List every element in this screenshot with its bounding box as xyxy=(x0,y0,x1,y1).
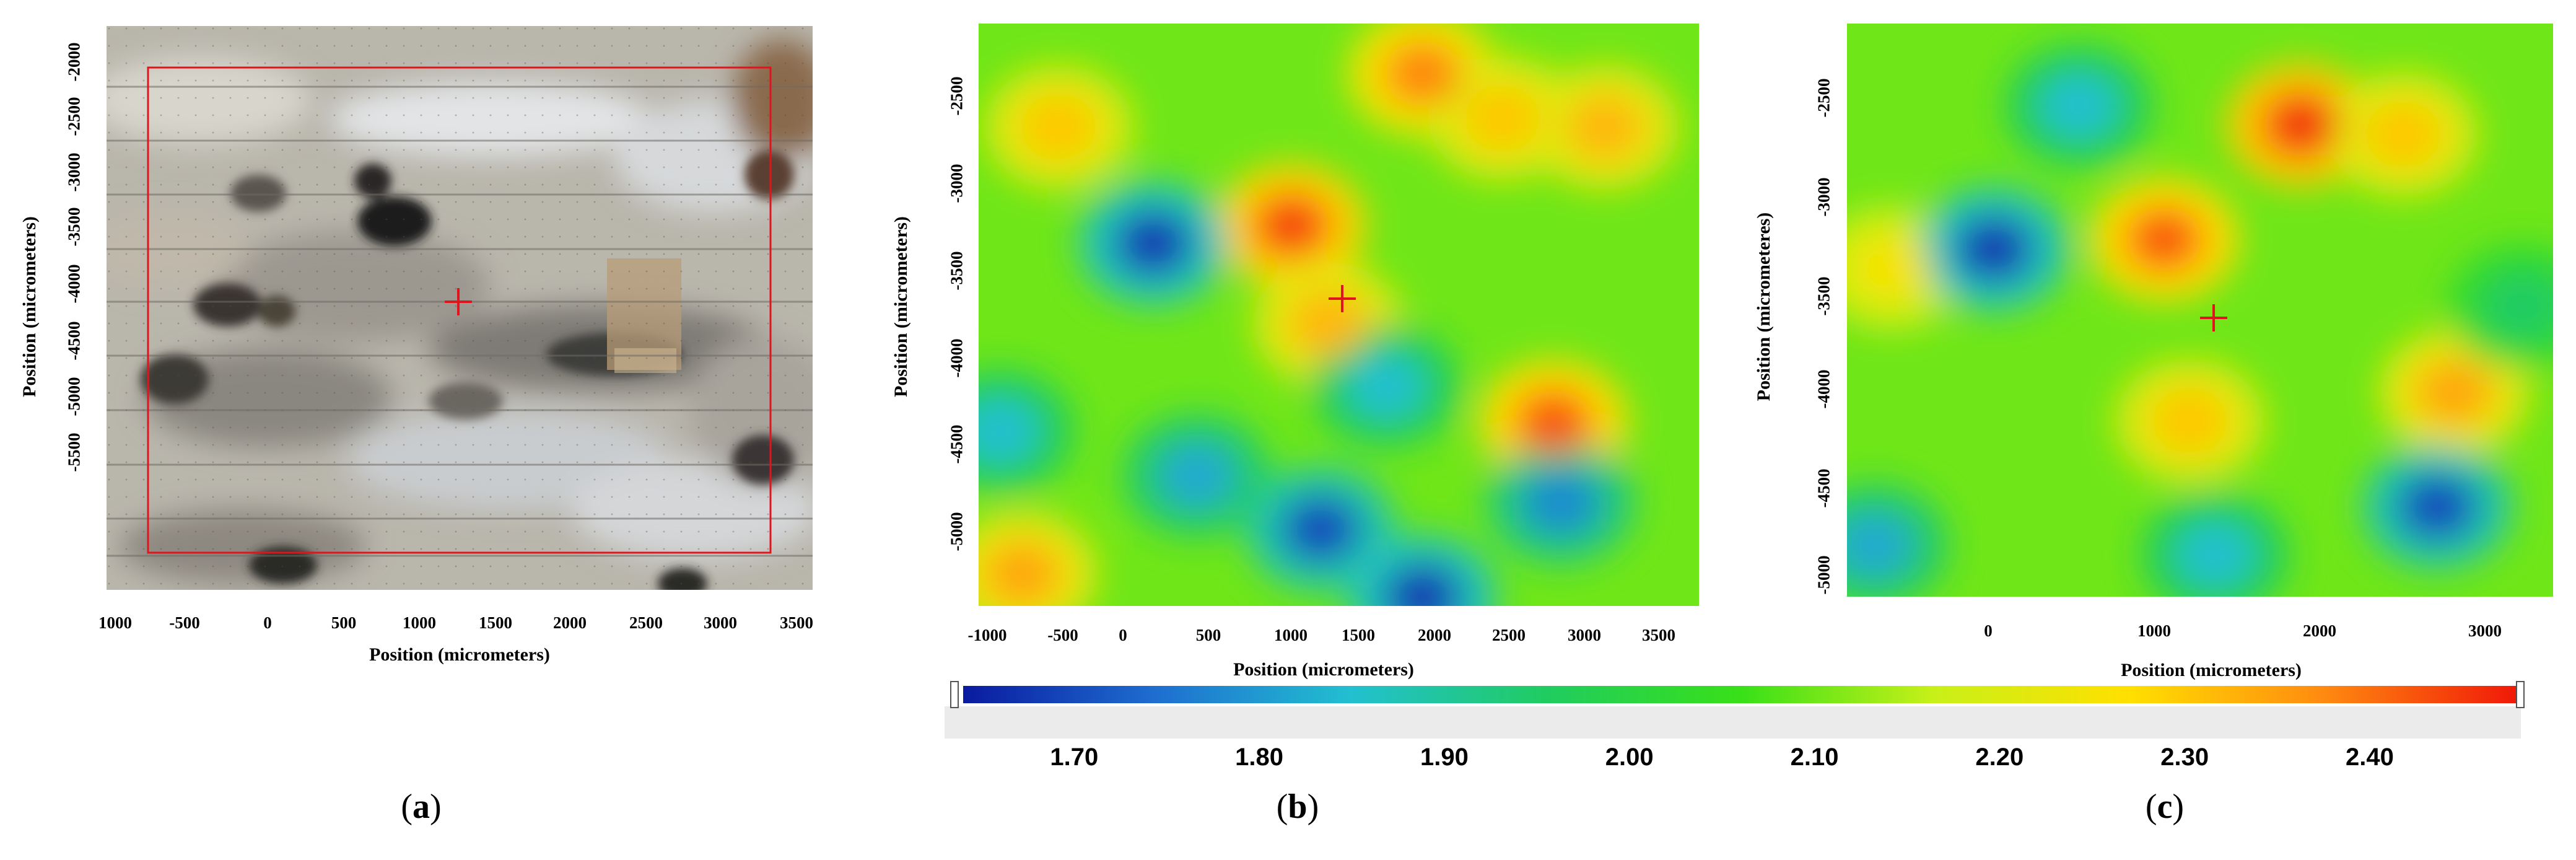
a-xtick: 0 xyxy=(263,613,272,632)
panel-b-heatmap xyxy=(979,24,1699,606)
panel-c-y-axis-title: Position (micrometeres) xyxy=(1753,212,1774,401)
a-ytick: -2500 xyxy=(64,97,84,136)
panel-c-heatmap xyxy=(1847,24,2553,597)
heatmap-feature xyxy=(1282,497,1360,562)
b-xtick: 3000 xyxy=(1568,626,1601,644)
heatmap-feature xyxy=(2126,207,2203,272)
heatmap-feature xyxy=(2398,475,2476,540)
panel-c-label: (c) xyxy=(2145,788,2185,826)
a-ytick: -3000 xyxy=(64,152,84,192)
colorbar-right-handle xyxy=(2516,681,2525,708)
c-ytick: -5000 xyxy=(1814,555,1833,595)
panel-a-y-axis-title: Position (micrometers) xyxy=(19,216,40,397)
c-ytick: -3500 xyxy=(1814,276,1833,316)
panel-b-y-axis-title: Position (micrometers) xyxy=(891,216,911,397)
heatmap-feature xyxy=(1566,95,1643,160)
panel-c-x-axis-title: Position (micrometers) xyxy=(2121,660,2302,680)
heatmap-feature xyxy=(1253,193,1330,258)
heatmap-feature xyxy=(979,398,1039,463)
heatmap-feature xyxy=(2416,360,2493,425)
c-ytick: -4000 xyxy=(1814,369,1833,409)
b-ytick: -5000 xyxy=(947,512,966,551)
b-xtick: 2000 xyxy=(1418,626,1451,644)
a-xtick: 2500 xyxy=(629,613,663,632)
colorbar-tick: 2.10 xyxy=(1790,744,1839,771)
a-xtick: 1500 xyxy=(479,613,512,632)
c-xtick: 0 xyxy=(1984,621,1993,640)
b-xtick: 500 xyxy=(1195,626,1221,644)
panel-a-x-axis-title: Position (micrometers) xyxy=(369,644,550,665)
a-xtick: 1000 xyxy=(403,613,436,632)
a-xtick: 3000 xyxy=(704,613,737,632)
panel-a-marker-cross xyxy=(445,288,472,315)
b-xtick: 3500 xyxy=(1642,626,1675,644)
b-ytick: -3500 xyxy=(947,251,966,291)
a-ytick: -5500 xyxy=(64,432,84,472)
panel-b-x-axis-title: Position (micrometers) xyxy=(1233,659,1414,680)
a-xtick: 500 xyxy=(331,613,357,632)
heatmap-feature xyxy=(2151,388,2229,454)
colorbar-tick: 1.70 xyxy=(1050,744,1099,771)
colorbar-tick: 2.20 xyxy=(1975,744,2024,771)
heatmap-feature xyxy=(1020,95,1098,160)
heatmap-feature xyxy=(1289,291,1366,356)
c-xtick: 1000 xyxy=(2137,621,2171,640)
panel-a-photomicrograph xyxy=(107,26,813,590)
b-xtick: 1000 xyxy=(1274,626,1308,644)
heatmap-feature xyxy=(2177,522,2254,587)
colorbar-gradient xyxy=(963,686,2518,703)
heatmap-feature xyxy=(2364,102,2442,167)
a-ytick: -4000 xyxy=(64,264,84,304)
a-xtick: 3500 xyxy=(780,613,813,632)
heatmap-feature xyxy=(1464,86,1541,151)
heatmap-feature xyxy=(1114,211,1192,276)
heatmap-feature xyxy=(1955,216,2032,281)
heatmap-feature xyxy=(1384,41,1461,106)
a-ytick: -3500 xyxy=(64,207,84,247)
panel-b-marker-cross xyxy=(1329,285,1356,313)
b-xtick: -1000 xyxy=(967,626,1007,644)
c-ytick: -2500 xyxy=(1814,78,1833,118)
colorbar-tick: 1.80 xyxy=(1235,744,1284,771)
panel-c-marker-cross xyxy=(2200,304,2228,331)
c-ytick: -4500 xyxy=(1814,468,1833,508)
heatmap-feature xyxy=(1853,235,1930,301)
b-ytick: -4500 xyxy=(947,424,966,464)
b-ytick: -3000 xyxy=(947,164,966,203)
b-xtick: 1500 xyxy=(1342,626,1375,644)
a-xtick: 2000 xyxy=(553,613,587,632)
a-ytick: -5000 xyxy=(64,377,84,416)
colorbar-tick: 1.90 xyxy=(1420,744,1469,771)
colorbar-tick: 2.00 xyxy=(1605,744,1654,771)
heatmap-feature xyxy=(984,542,1061,606)
heatmap-feature xyxy=(1522,470,1599,535)
colorbar-left-handle xyxy=(950,681,959,708)
c-ytick: -3000 xyxy=(1814,177,1833,217)
panel-b-label: (b) xyxy=(1276,788,1319,826)
c-xtick: 3000 xyxy=(2468,621,2502,640)
a-ytick: -4500 xyxy=(64,321,84,361)
c-xtick: 2000 xyxy=(2303,621,2336,640)
heatmap-feature xyxy=(2262,92,2339,157)
b-xtick: 0 xyxy=(1119,626,1127,644)
heatmap-feature xyxy=(1158,443,1236,508)
heatmap-feature xyxy=(2484,274,2553,339)
b-ytick: -2500 xyxy=(947,76,966,115)
a-ytick: -2000 xyxy=(64,42,84,82)
heatmap-feature xyxy=(1515,390,1592,455)
heatmap-feature xyxy=(1384,564,1461,606)
panel-a-label: (a) xyxy=(401,788,442,826)
heatmap-feature xyxy=(1347,354,1425,419)
b-ytick: -4000 xyxy=(947,338,966,378)
a-xtick: -500 xyxy=(169,613,200,632)
heatmap-feature xyxy=(2040,73,2118,138)
heatmap-feature xyxy=(1847,512,1913,577)
b-xtick: 2500 xyxy=(1492,626,1526,644)
a-xtick: 1000 xyxy=(98,613,132,632)
b-xtick: -500 xyxy=(1047,626,1078,644)
colorbar-tick: 2.30 xyxy=(2160,744,2209,771)
colorbar-tick: 2.40 xyxy=(2346,744,2394,771)
